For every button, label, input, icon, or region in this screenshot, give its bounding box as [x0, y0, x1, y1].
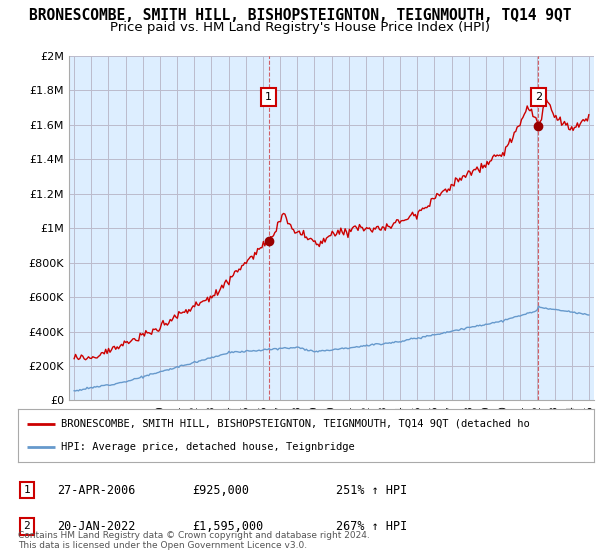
Text: 1: 1: [265, 92, 272, 102]
Text: 2: 2: [535, 92, 542, 102]
Text: 20-JAN-2022: 20-JAN-2022: [57, 520, 136, 533]
Text: Price paid vs. HM Land Registry's House Price Index (HPI): Price paid vs. HM Land Registry's House …: [110, 21, 490, 34]
Text: 251% ↑ HPI: 251% ↑ HPI: [336, 483, 407, 497]
Text: BRONESCOMBE, SMITH HILL, BISHOPSTEIGNTON, TEIGNMOUTH, TQ14 9QT: BRONESCOMBE, SMITH HILL, BISHOPSTEIGNTON…: [29, 8, 571, 24]
Text: 1: 1: [23, 485, 31, 495]
Text: £925,000: £925,000: [192, 483, 249, 497]
Text: 267% ↑ HPI: 267% ↑ HPI: [336, 520, 407, 533]
Text: 27-APR-2006: 27-APR-2006: [57, 483, 136, 497]
Text: BRONESCOMBE, SMITH HILL, BISHOPSTEIGNTON, TEIGNMOUTH, TQ14 9QT (detached ho: BRONESCOMBE, SMITH HILL, BISHOPSTEIGNTON…: [61, 419, 530, 429]
Text: Contains HM Land Registry data © Crown copyright and database right 2024.
This d: Contains HM Land Registry data © Crown c…: [18, 530, 370, 550]
Text: 2: 2: [23, 521, 31, 531]
Text: HPI: Average price, detached house, Teignbridge: HPI: Average price, detached house, Teig…: [61, 442, 355, 452]
Text: £1,595,000: £1,595,000: [192, 520, 263, 533]
